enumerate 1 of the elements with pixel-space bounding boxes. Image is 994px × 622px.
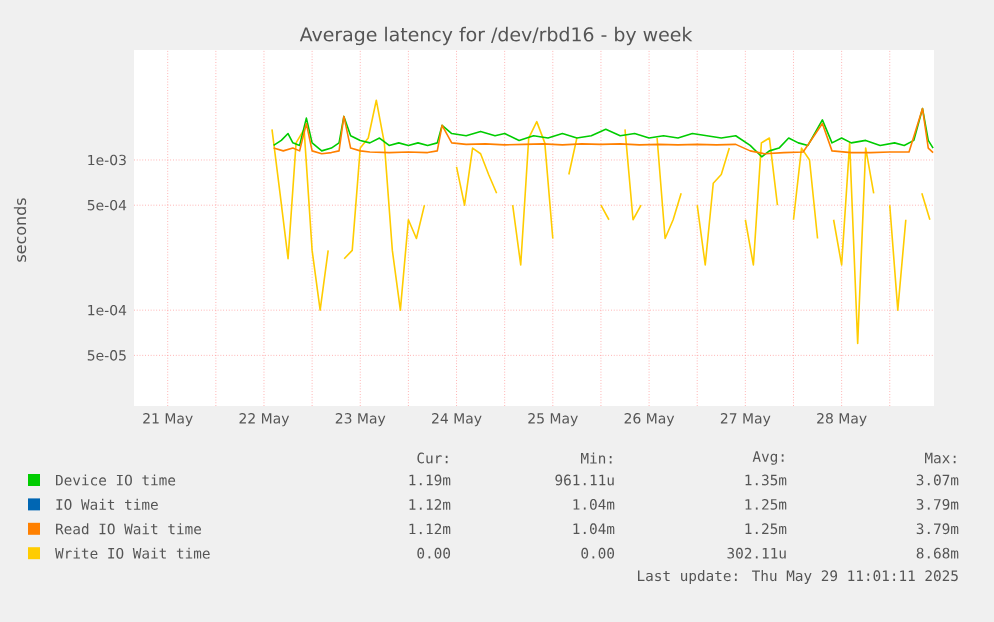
chart-title: Average latency for /dev/rbd16 - by week: [299, 26, 693, 46]
